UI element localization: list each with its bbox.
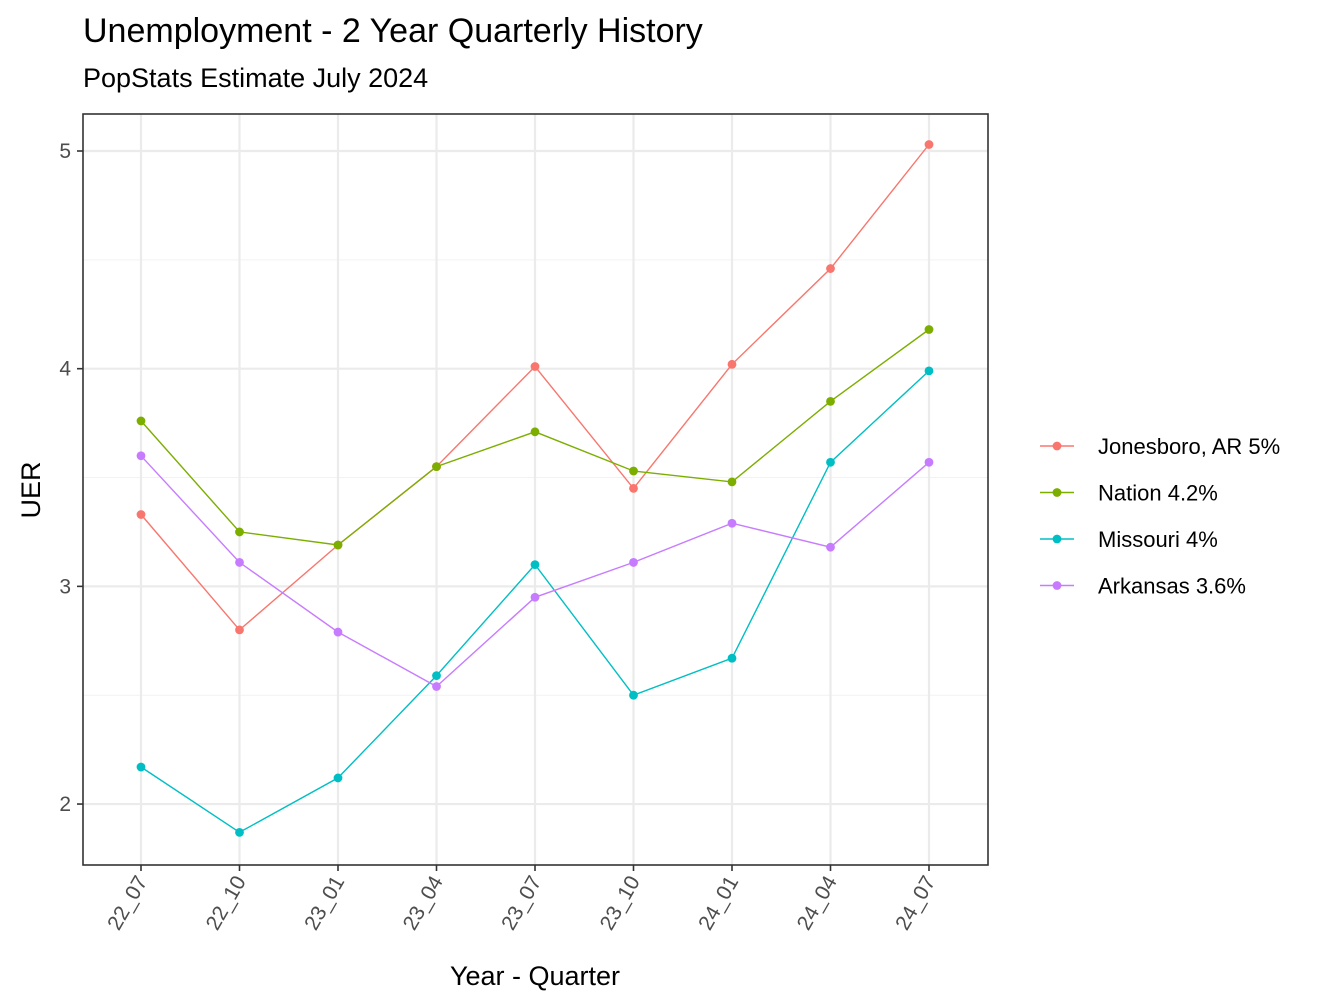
data-point [629,466,638,476]
series-2 [136,325,934,550]
data-point [235,827,244,837]
data-point [432,682,441,691]
data-point [136,762,146,772]
data-point [924,325,934,334]
data-point [136,416,146,426]
data-point [136,510,146,519]
y-tick-label: 4 [59,358,71,381]
data-point [629,558,638,567]
data-point [924,457,934,467]
grid-major [83,114,988,865]
data-point [235,527,244,537]
x-tick-label: 23_01 [300,872,349,934]
legend-item: Missouri 4% [1040,527,1218,552]
y-tick-label: 5 [59,140,71,163]
legend-label: Arkansas 3.6% [1098,574,1246,599]
data-point [432,462,441,472]
legend-label: Jonesboro, AR 5% [1098,434,1280,459]
x-tick-label: 24_04 [793,872,842,934]
x-tick-label: 23_10 [596,872,645,934]
data-point [826,396,835,406]
data-point [333,540,343,550]
x-tick-label: 23_07 [497,872,546,934]
legend-key-point [1052,534,1062,544]
x-tick-label: 24_01 [694,872,743,934]
data-point [727,359,737,369]
x-axis: 22_07 22_10 23_01 23_04 23_07 23_10 24_01 24_04… [103,865,940,934]
chart-title: Unemployment - 2 Year Quarterly History [83,12,703,50]
series-4 [136,451,934,691]
data-point [235,558,244,567]
x-tick-label: 24_07 [891,872,940,934]
legend: Jonesboro, AR 5% Nation 4.2% Missouri 4% Ar… [1040,434,1280,599]
data-point [136,451,146,461]
legend-key-point [1052,488,1062,497]
legend-label: Nation 4.2% [1098,481,1218,506]
legend-key-point [1052,441,1062,451]
data-point [530,362,540,371]
x-tick-label: 22_10 [202,872,251,934]
data-point [432,671,441,681]
series-layer [136,140,934,837]
legend-item: Jonesboro, AR 5% [1040,434,1280,459]
y-tick-label: 3 [59,575,71,598]
data-point [727,477,737,487]
data-point [530,560,540,569]
data-point [629,484,638,493]
series-3 [136,366,934,837]
data-point [826,264,835,273]
legend-item: Nation 4.2% [1040,481,1218,506]
y-tick-label: 2 [59,793,71,816]
x-tick-label: 22_07 [103,872,152,934]
data-point [727,518,737,528]
x-tick-label: 23_04 [399,872,448,934]
data-point [826,457,835,467]
data-point [826,542,835,552]
data-point [333,627,343,637]
x-axis-title: Year - Quarter [450,961,620,991]
data-point [629,690,638,700]
y-axis: 2 3 4 5 [59,140,83,816]
legend-key-point [1052,581,1062,590]
data-point [530,427,540,437]
chart-subtitle: PopStats Estimate July 2024 [83,63,429,93]
data-point [924,366,934,376]
legend-item: Arkansas 3.6% [1040,574,1246,599]
data-point [530,592,540,602]
data-point [727,653,737,663]
legend-label: Missouri 4% [1098,527,1218,552]
data-point [235,625,244,635]
data-point [924,140,934,149]
data-point [333,773,343,783]
y-axis-title: UER [16,461,46,518]
